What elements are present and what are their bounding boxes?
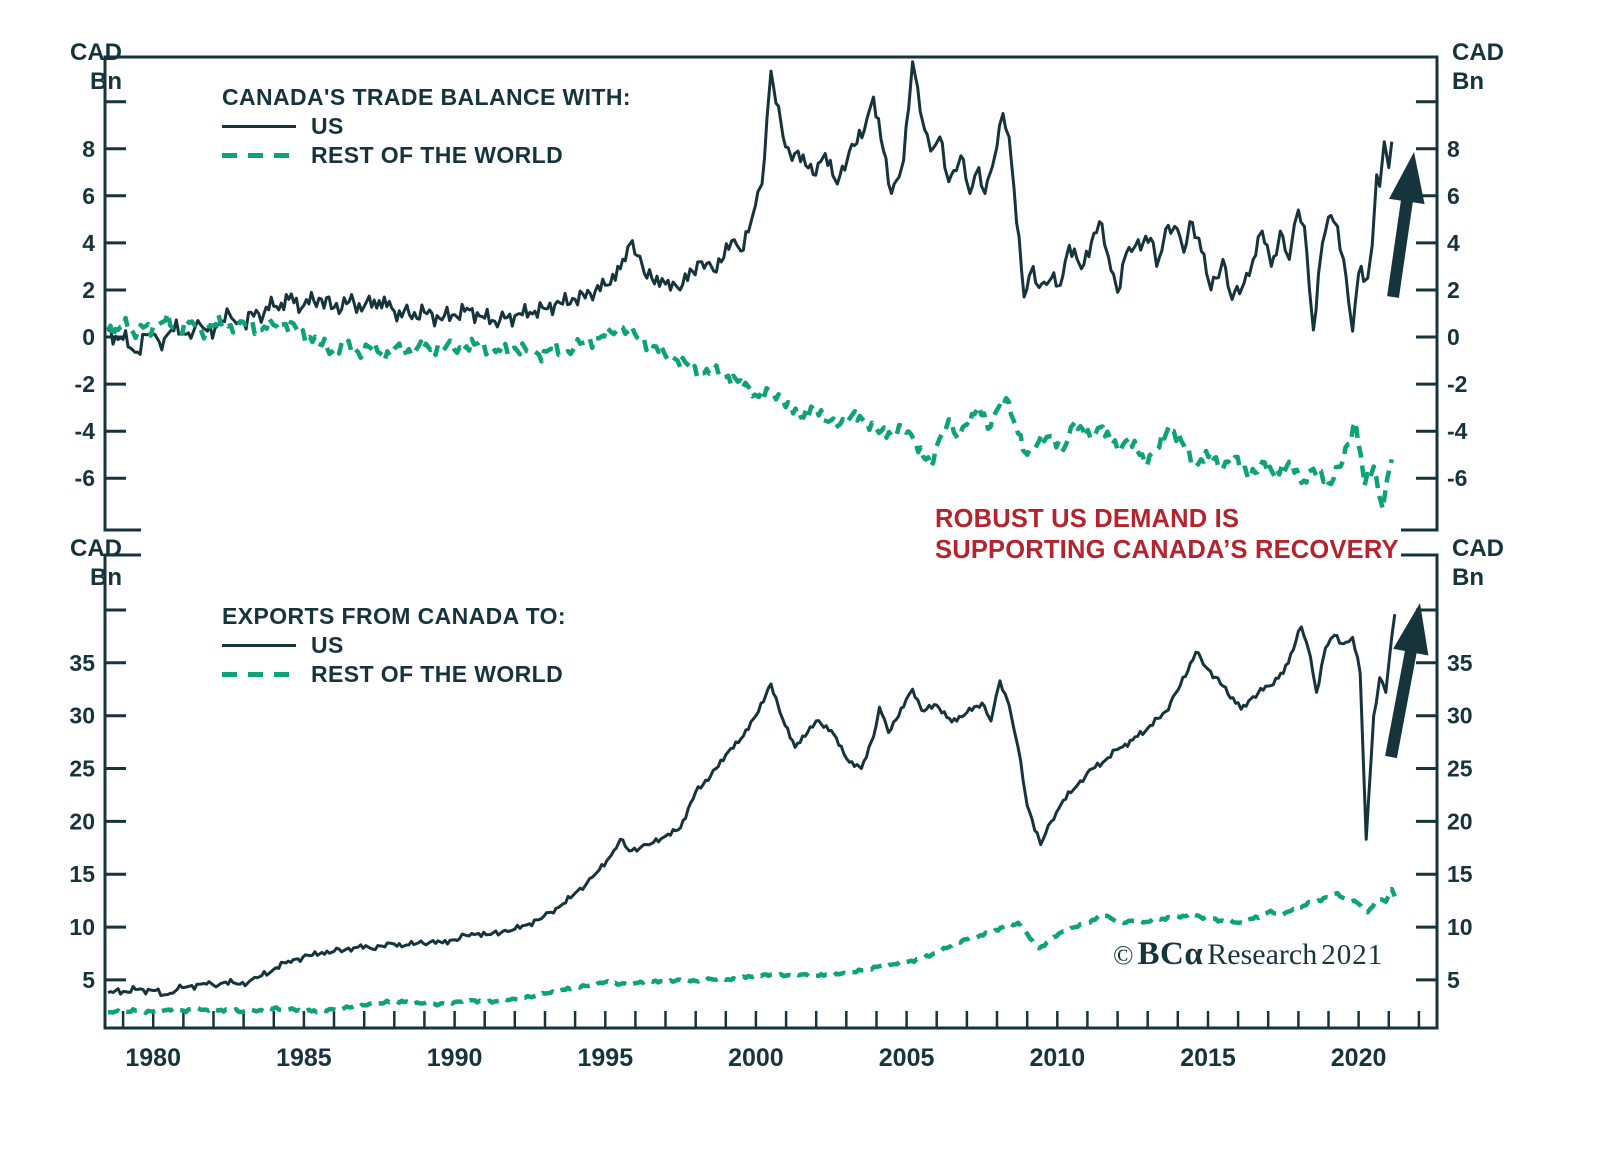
panel-frame [103, 553, 1439, 1030]
rest-of-world-line [106, 310, 1394, 512]
y-tick-label-right: 6 [1447, 183, 1460, 209]
rest-of-world-series-label: REST OF THE WORLD [311, 142, 564, 168]
x-axis-label: 2015 [1180, 1044, 1236, 1072]
y-tick-label-left: -6 [75, 465, 95, 491]
us-series-label: US [311, 632, 344, 658]
rest-of-world-line-swatch [222, 672, 296, 677]
legend-row-rest-of-world: REST OF THE WORLD [222, 142, 631, 169]
y-tick-label-left: 15 [69, 861, 95, 887]
us-line [106, 60, 1394, 356]
y-tick-label-left: -2 [75, 371, 95, 397]
x-axis-label: 1995 [577, 1044, 633, 1072]
copyright: © BCα Research 2021 [1113, 936, 1383, 973]
y-tick-label-left: 30 [69, 703, 95, 729]
y-tick-label-right: 4 [1447, 230, 1460, 256]
y-tick-label-right: 35 [1447, 650, 1473, 676]
y-tick-label-left: 4 [82, 230, 95, 256]
x-axis-label: 1980 [125, 1044, 181, 1072]
unit-line-cad: CAD [1452, 535, 1504, 562]
trade-balance-legend-title: CANADA'S TRADE BALANCE WITH: [222, 84, 631, 110]
y-tick-label-left: 0 [82, 324, 95, 350]
trade-balance-legend: CANADA'S TRADE BALANCE WITH: US REST OF … [222, 84, 631, 169]
panel-frame [103, 55, 1439, 532]
unit-label-top-left: CAD Bn [40, 38, 122, 96]
unit-line-cad: CAD [70, 39, 122, 66]
y-tick-label-right: -6 [1447, 465, 1467, 491]
unit-label-bottom-left: CAD Bn [40, 534, 122, 592]
rest-of-world-line-swatch [222, 153, 296, 158]
unit-line-bn: Bn [1452, 68, 1484, 95]
rest-of-world-series-label: REST OF THE WORLD [311, 661, 564, 687]
y-tick-label-left: 10 [69, 914, 95, 940]
y-tick-label-right: 0 [1447, 324, 1460, 350]
y-tick-label-right: 25 [1447, 756, 1473, 782]
exports-legend-title: EXPORTS FROM CANADA TO: [222, 603, 566, 629]
rest-of-world-line [107, 886, 1397, 1016]
x-axis-label: 1990 [427, 1044, 483, 1072]
brand-logo: BCα [1137, 936, 1204, 972]
us-line [107, 613, 1397, 997]
x-axis-label: 2000 [728, 1044, 784, 1072]
exports-legend: EXPORTS FROM CANADA TO: US REST OF THE W… [222, 603, 566, 688]
us-series-label: US [311, 113, 344, 139]
annotation-robust-us-demand: ROBUST US DEMAND IS SUPPORTING CANADA’S … [935, 504, 1399, 566]
y-tick-label-left: 2 [82, 277, 95, 303]
unit-line-cad: CAD [1452, 39, 1504, 66]
y-tick-label-left: 6 [82, 183, 95, 209]
x-axis-label: 2010 [1029, 1044, 1085, 1072]
y-tick-label-right: -4 [1447, 418, 1468, 444]
x-axis-label: 2020 [1331, 1044, 1387, 1072]
us-line-swatch [222, 644, 296, 647]
up-arrow-icon [1385, 603, 1429, 759]
unit-line-bn: Bn [1452, 564, 1484, 591]
legend-row-us: US [222, 632, 566, 659]
legend-row-us: US [222, 113, 631, 140]
us-line-swatch [222, 125, 296, 128]
annotation-line-2: SUPPORTING CANADA’S RECOVERY [935, 536, 1399, 564]
brand-research: Research [1207, 938, 1318, 971]
y-tick-label-left: -4 [75, 418, 96, 444]
y-tick-label-left: 8 [82, 136, 95, 162]
unit-line-bn: Bn [90, 68, 122, 95]
y-tick-label-right: -2 [1447, 371, 1467, 397]
copyright-year: 2021 [1321, 939, 1384, 971]
y-tick-label-right: 10 [1447, 914, 1473, 940]
x-axis-label: 2005 [879, 1044, 935, 1072]
y-tick-label-left: 20 [69, 808, 95, 834]
y-tick-label-right: 30 [1447, 703, 1473, 729]
annotation-line-1: ROBUST US DEMAND IS [935, 505, 1240, 533]
unit-line-bn: Bn [90, 564, 122, 591]
x-axis-label: 1985 [276, 1044, 332, 1072]
y-tick-label-left: 5 [82, 967, 95, 993]
unit-line-cad: CAD [70, 535, 122, 562]
copyright-symbol: © [1113, 940, 1134, 970]
legend-row-rest-of-world: REST OF THE WORLD [222, 661, 566, 688]
y-tick-label-right: 20 [1447, 808, 1473, 834]
y-tick-label-right: 5 [1447, 967, 1460, 993]
y-tick-label-right: 15 [1447, 861, 1473, 887]
y-tick-label-left: 25 [69, 756, 95, 782]
up-arrow-icon [1387, 152, 1425, 298]
unit-label-top-right: CAD Bn [1452, 38, 1504, 96]
y-tick-label-left: 35 [69, 650, 95, 676]
y-tick-label-right: 2 [1447, 277, 1460, 303]
y-tick-label-right: 8 [1447, 136, 1460, 162]
unit-label-bottom-right: CAD Bn [1452, 534, 1504, 592]
